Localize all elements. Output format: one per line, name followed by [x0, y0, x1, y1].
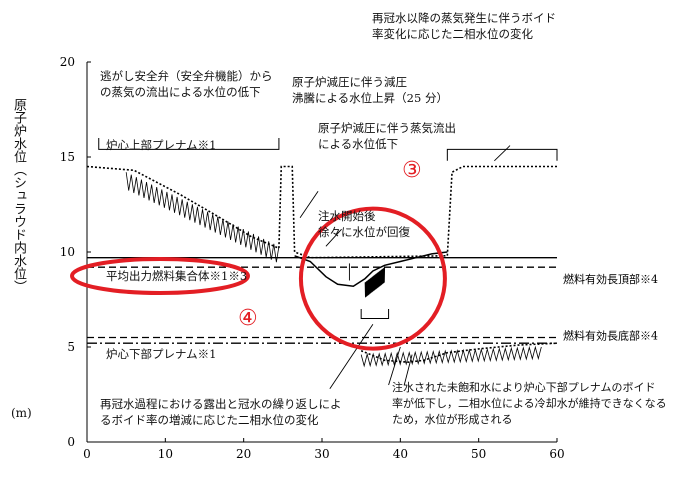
annotation-reflood-process-2: るボイド率の増減に応じた二相水位の変化 [100, 413, 319, 427]
y-tick-label-5: 5 [67, 340, 75, 354]
x-tick-label-50: 50 [471, 447, 486, 461]
reflood-bracket [446, 148, 558, 161]
x-tick-label-0: 0 [83, 447, 91, 461]
reference-label-2: 燃料有効長底部※4 [563, 329, 658, 343]
x-tick-label-20: 20 [236, 447, 251, 461]
x-tick-label-60: 60 [549, 447, 564, 461]
x-tick-label-40: 40 [393, 447, 408, 461]
pointer-line-6 [494, 145, 511, 162]
series-line-2 [360, 342, 558, 364]
pointer-line-1 [325, 228, 342, 247]
y-tick-label-10: 10 [60, 245, 75, 259]
annotation-subcooled-2: 率が低下し，二相水位による冷却水が維持できなくなる [392, 397, 667, 410]
reference-label-1: 燃料有効長頂部※4 [563, 272, 658, 286]
y-tick-label-15: 15 [60, 150, 75, 164]
annotation-injection-start-1: 注水開始後 [318, 209, 376, 223]
series-line-0 [86, 165, 557, 259]
annotation-depressurize-boil-1: 原子炉減圧に伴う減圧 [292, 75, 407, 89]
annotation-average-fuel: 平均出力燃料集合体※1※3 [106, 269, 248, 283]
annotation-srv-2: の蒸気の流出による水位の低下 [100, 85, 261, 99]
pointer-line-4 [388, 346, 401, 386]
annotation-depressurize-boil-2: 沸騰による水位上昇（25 分） [292, 91, 448, 105]
pointer-line-5 [403, 354, 413, 386]
annotation-reflood-void-2: 率変化に応じた二相水位の変化 [372, 27, 533, 41]
annotation-reflood-void-1: 再冠水以降の蒸気発生に伴うボイド [372, 11, 556, 25]
marker-3: ③ [402, 158, 422, 183]
annotation-upper-plenum: 炉心上部プレナム※1 [106, 138, 217, 152]
y-tick-label-20: 20 [60, 55, 75, 69]
x-tick-label-30: 30 [314, 447, 329, 461]
y-axis-label: 原子炉水位（シュラウド内水位） [11, 98, 26, 293]
annotation-steam-outflow-2: による水位低下 [318, 137, 399, 151]
annotation-subcooled-3: ため，水位が形成される [392, 413, 513, 426]
y-tick-label-0: 0 [67, 435, 75, 449]
recovery-oscillation [364, 267, 386, 298]
annotation-injection-start-2: 徐々に水位が回復 [318, 225, 410, 239]
annotation-subcooled-1: 注水された未飽和水により炉心下部プレナムのボイド [392, 381, 656, 394]
lower-plenum-oscillation [360, 345, 542, 368]
annotation-steam-outflow-1: 原子炉減圧に伴う蒸気流出 [318, 121, 456, 135]
highlight-circle-4 [70, 257, 250, 295]
upper-plenum-oscillation [125, 172, 280, 263]
x-tick-label-10: 10 [158, 447, 173, 461]
marker-4: ④ [238, 306, 258, 331]
pointer-line-0 [299, 190, 319, 219]
y-axis-unit: (m) [11, 406, 32, 420]
upper-plenum-bracket [98, 138, 280, 150]
annotation-reflood-process-1: 再冠水過程における露出と冠水の繰り返しによ [100, 397, 342, 411]
annotation-srv-1: 逃がし安全弁（安全弁機能）から [100, 69, 273, 83]
series-line-1 [294, 251, 448, 287]
injection-bracket [360, 309, 390, 319]
highlight-circle-3 [298, 206, 447, 351]
annotation-lower-plenum: 炉心下部プレナム※1 [106, 347, 217, 361]
pointer-line-3 [329, 323, 374, 390]
